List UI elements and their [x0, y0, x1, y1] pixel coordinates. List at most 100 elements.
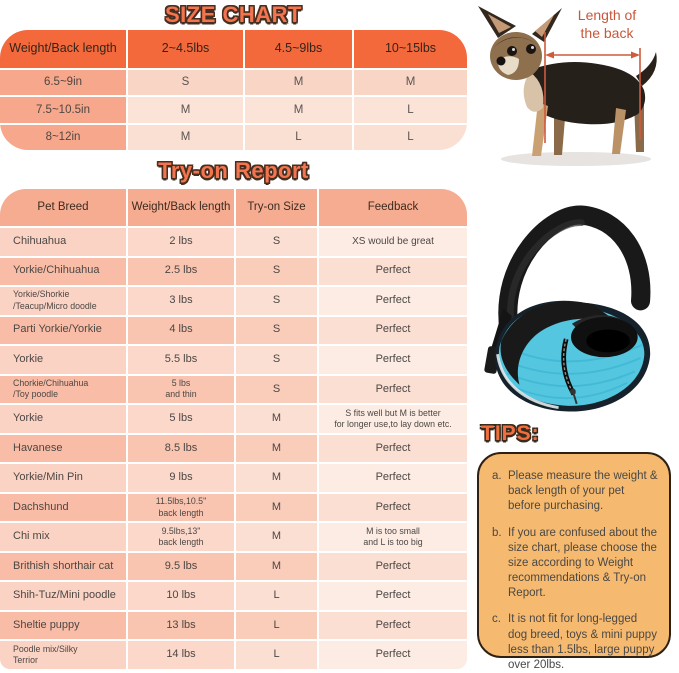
tryon-cell: Chorkie/Chihuahua /Toy poodle: [0, 375, 126, 404]
tryon-cell: S: [236, 346, 317, 374]
tryon-cell: Dachshund: [0, 493, 126, 522]
tips-item-marker: b.: [492, 526, 502, 539]
tryon-cell: Perfect: [319, 375, 467, 404]
tryon-cell: Perfect: [319, 493, 467, 522]
tryon-cell: 4 lbs: [128, 316, 234, 345]
size-chart-table: Weight/Back length 2~4.5lbs 4.5~9lbs 10~15l…: [0, 30, 467, 150]
tryon-cell: Yorkie/Shorkie /Teacup/Micro doodle: [0, 287, 126, 315]
tryon-cell: 5.5 lbs: [128, 346, 234, 374]
tryon-cell: S: [236, 375, 317, 404]
tips-item-text: If you are confused about the size chart…: [508, 526, 657, 600]
tryon-cell: Perfect: [319, 464, 467, 492]
tryon-cell: Perfect: [319, 552, 467, 581]
tips-list: a. Please measure the weight & back lengt…: [492, 469, 658, 673]
tryon-cell: Perfect: [319, 287, 467, 315]
size-chart-header-cell: 2~4.5lbs: [128, 30, 243, 68]
tryon-cell: Perfect: [319, 316, 467, 345]
product-photo-sling-bag: [470, 196, 670, 420]
tryon-cell: Perfect: [319, 582, 467, 610]
tryon-cell: L: [236, 641, 317, 669]
tryon-cell: L: [236, 582, 317, 610]
size-chart-row-label: 6.5~9in: [0, 70, 126, 96]
tryon-cell: Yorkie/Chihuahua: [0, 257, 126, 286]
tryon-cell: Perfect: [319, 434, 467, 463]
tips-item-text: Please measure the weight & back length …: [508, 470, 658, 513]
tryon-header-cell: Feedback: [319, 189, 467, 226]
tryon-cell: 3 lbs: [128, 287, 234, 315]
tryon-cell: Chi mix: [0, 523, 126, 551]
tryon-cell: Perfect: [319, 611, 467, 640]
tryon-cell: M: [236, 493, 317, 522]
size-chart-cell: M: [245, 70, 352, 96]
tryon-cell: 9.5 lbs: [128, 552, 234, 581]
tryon-cell: Perfect: [319, 641, 467, 669]
tryon-cell: 11.5lbs,10.5" back length: [128, 493, 234, 522]
tryon-cell: M: [236, 434, 317, 463]
tips-item: b. If you are confused about the size cha…: [492, 526, 658, 602]
tryon-cell: Perfect: [319, 257, 467, 286]
tryon-cell: Chihuahua: [0, 228, 126, 256]
tryon-cell: 5 lbs and thin: [128, 375, 234, 404]
tryon-cell: Parti Yorkie/Yorkie: [0, 316, 126, 345]
tips-item-marker: c.: [492, 613, 501, 626]
tryon-cell: M: [236, 523, 317, 551]
size-chart-header-cell: 4.5~9lbs: [245, 30, 352, 68]
tips-item-text: It is not fit for long-legged dog breed,…: [508, 613, 657, 671]
tryon-cell: S fits well but M is better for longer u…: [319, 405, 467, 433]
tips-item-marker: a.: [492, 470, 502, 482]
tryon-cell: L: [236, 611, 317, 640]
tips-item: a. Please measure the weight & back lengt…: [492, 469, 658, 515]
dog-photo-figure: Length of the back: [468, 2, 679, 170]
measurement-lines: [544, 32, 641, 143]
size-chart-cell: M: [245, 97, 352, 123]
tryon-header-cell: Try-on Size: [236, 189, 317, 226]
size-chart-title: SIZE CHART: [165, 2, 302, 27]
measurement-caption: Length of the back: [577, 7, 637, 42]
size-chart-cell: M: [128, 97, 243, 123]
size-chart-header-cell: 10~15lbs: [354, 30, 467, 68]
tryon-cell: M: [236, 405, 317, 433]
tryon-cell: S: [236, 228, 317, 256]
tryon-header-cell: Weight/Back length: [128, 189, 234, 226]
tryon-cell: 9.5lbs,13" back length: [128, 523, 234, 551]
tryon-cell: Havanese: [0, 434, 126, 463]
tryon-report-title: Try-on Report: [158, 158, 309, 183]
tryon-cell: Yorkie: [0, 405, 126, 433]
tryon-cell: 10 lbs: [128, 582, 234, 610]
tryon-cell: 8.5 lbs: [128, 434, 234, 463]
tryon-cell: 9 lbs: [128, 464, 234, 492]
size-chart-cell: S: [128, 70, 243, 96]
tryon-cell: S: [236, 287, 317, 315]
tryon-cell: XS would be great: [319, 228, 467, 256]
tryon-cell: 2.5 lbs: [128, 257, 234, 286]
tips-item: c. It is not fit for long-legged dog bree…: [492, 612, 658, 673]
chihuahua-dog-image: [478, 6, 657, 166]
tryon-cell: Shih-Tuz/Mini poodle: [0, 582, 126, 610]
size-chart-row-label: 7.5~10.5in: [0, 97, 126, 123]
tryon-header-cell: Pet Breed: [0, 189, 126, 226]
tryon-cell: S: [236, 316, 317, 345]
tryon-cell: 2 lbs: [128, 228, 234, 256]
tryon-cell: Perfect: [319, 346, 467, 374]
size-chart-cell: L: [245, 124, 352, 150]
tryon-cell: Brithish shorthair cat: [0, 552, 126, 581]
tryon-cell: 14 lbs: [128, 641, 234, 669]
tryon-cell: M: [236, 464, 317, 492]
tryon-cell: 13 lbs: [128, 611, 234, 640]
tryon-report-table: Pet Breed Weight/Back length Try-on Size Fe…: [0, 189, 467, 669]
sling-bag-image: [484, 205, 651, 412]
tryon-cell: Sheltie puppy: [0, 611, 126, 640]
tryon-cell: Poodle mix/Silky Terrior: [0, 641, 126, 669]
size-chart-cell: M: [128, 124, 243, 150]
tips-title: TIPS:: [481, 422, 540, 445]
tryon-cell: 5 lbs: [128, 405, 234, 433]
tryon-cell: M: [236, 552, 317, 581]
tryon-cell: Yorkie: [0, 346, 126, 374]
tryon-cell: M is too small and L is too big: [319, 523, 467, 551]
size-chart-cell: L: [354, 124, 467, 150]
tryon-cell: S: [236, 257, 317, 286]
size-chart-header-cell: Weight/Back length: [0, 30, 126, 68]
tryon-cell: Yorkie/Min Pin: [0, 464, 126, 492]
size-chart-cell: M: [354, 70, 467, 96]
